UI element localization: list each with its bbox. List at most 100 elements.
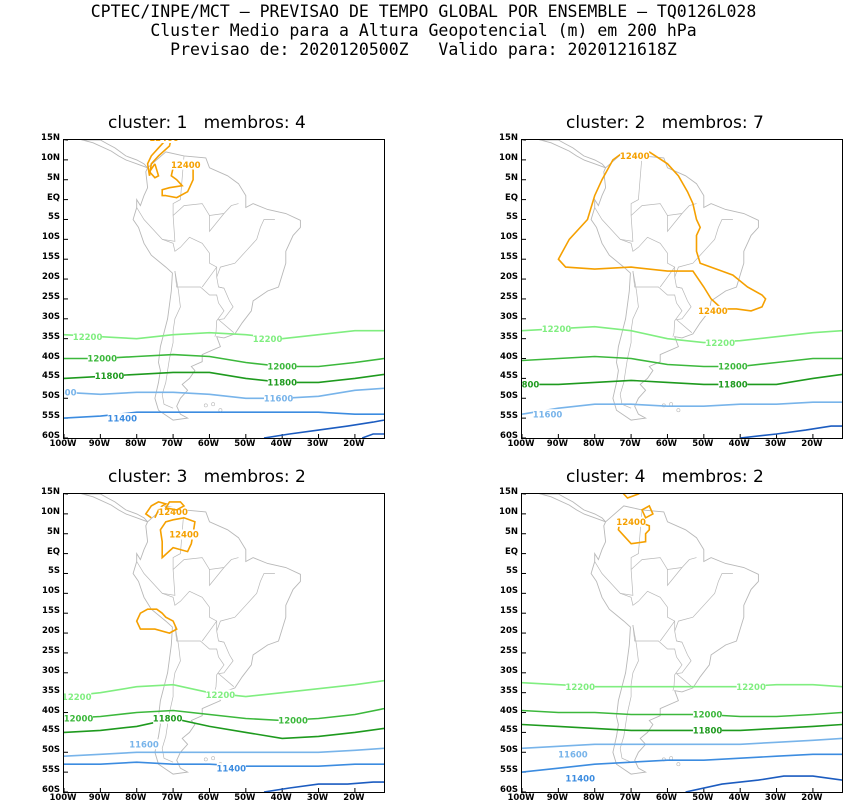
lat-tick-label: 10S [500, 586, 518, 597]
contour-label-12000: 12000 [278, 717, 308, 727]
map-panel-cluster-2: 12400 12400 12200 12200 12000 1800 11800 11600 [521, 139, 843, 439]
lat-tick-label: 20S [42, 626, 60, 637]
panel-title-1: cluster: 1 membros: 4 [108, 113, 306, 133]
contour-label-bg [169, 529, 199, 540]
contour-label-bg [149, 140, 179, 143]
lat-tick-label: 40S [500, 705, 518, 716]
contour-label-12200: 12200 [64, 693, 92, 703]
lat-tick-label: 25S [42, 645, 60, 656]
contour-label-11800: 1800 [522, 381, 539, 391]
contour-label-bg [87, 353, 117, 364]
contour-label-bg [64, 691, 92, 702]
contour-line-12200 [64, 329, 384, 340]
contour-label-12000: 12000 [87, 355, 117, 365]
lat-tick-label: 30S [42, 311, 60, 322]
country-border [630, 557, 697, 570]
lat-tick-label: 20S [500, 272, 518, 283]
contour-label-bg [698, 305, 728, 316]
contour-label-bg [558, 749, 588, 760]
lat-tick-label: 30S [42, 665, 60, 676]
island [203, 403, 208, 408]
contour-label-bg [253, 333, 283, 344]
lon-tick-label: 70W [619, 439, 641, 449]
contour-label-bg [153, 713, 183, 724]
contour-label-bg [95, 370, 124, 381]
country-border [136, 509, 185, 596]
contour-label-12400: 12400 [698, 307, 728, 317]
contour-line-11600 [522, 737, 842, 750]
country-border [676, 286, 683, 289]
lon-tick-label: 50W [234, 439, 256, 449]
country-border [201, 620, 217, 642]
country-border [594, 509, 643, 596]
contour-label-bg [616, 516, 646, 527]
contour-label-bg [278, 715, 308, 726]
country-border [667, 213, 683, 233]
contour-label-12200: 12200 [542, 325, 572, 335]
lat-tick-label: 55S [42, 765, 60, 776]
lat-tick-label: 10S [42, 232, 60, 243]
contour-line-12400 [640, 504, 654, 519]
country-border [667, 567, 683, 587]
lon-tick-label: 60W [197, 439, 220, 449]
country-border [630, 203, 697, 216]
lat-tick-label: 5S [47, 212, 60, 223]
lat-tick-label: 5N [504, 526, 518, 537]
country-border [620, 236, 693, 333]
contour-label-11400: 11400 [565, 774, 595, 784]
contour-label-bg [718, 361, 748, 372]
country-border [216, 219, 275, 278]
contour-label-11600: 11600 [264, 395, 294, 405]
contour-label-bg [542, 323, 571, 334]
lon-tick-label: 40W [270, 793, 292, 803]
contour-line-11200 [263, 781, 384, 792]
island [676, 408, 681, 413]
lat-tick-label: 50S [500, 745, 518, 756]
contour-label-12200: 12200 [705, 339, 735, 349]
lat-tick-label: EQ [504, 192, 518, 203]
lon-tick-label: 90W [546, 439, 568, 449]
panel-title-4: cluster: 4 membros: 2 [566, 467, 764, 487]
lat-tick-label: 40S [500, 351, 518, 362]
contour-label-bg [107, 413, 137, 424]
country-border [209, 567, 225, 587]
contour-label-11600: 600 [64, 389, 77, 399]
contour-line-12200 [522, 325, 842, 344]
south-america-coastline [590, 151, 759, 421]
contour-label-12200: 12200 [253, 335, 283, 345]
lat-tick-label: 40S [42, 705, 60, 716]
island [218, 408, 223, 413]
country-border [218, 286, 225, 289]
lon-tick-label: 80W [125, 439, 147, 449]
country-border [218, 640, 225, 643]
contour-line-11600 [64, 747, 384, 757]
lon-tick-label: 80W [125, 793, 147, 803]
country-border [172, 203, 239, 216]
central-america-coastline [64, 140, 148, 169]
lat-tick-label: 15S [500, 606, 518, 617]
lat-tick-label: 5N [46, 172, 60, 183]
lon-tick-label: 70W [619, 793, 641, 803]
contour-label-11600: 11600 [533, 410, 563, 420]
lat-tick-label: 45S [42, 725, 60, 736]
lat-tick-label: 10S [42, 586, 60, 597]
lon-tick-label: 70W [161, 793, 183, 803]
contour-label-bg [705, 337, 735, 348]
south-america-coastline [132, 505, 301, 775]
contour-label-12400: 12400 [616, 518, 646, 528]
lat-tick-label: 30S [500, 665, 518, 676]
lat-tick-label: 35S [42, 331, 60, 342]
contour-label-11600: 11600 [558, 751, 588, 761]
lat-tick-label: 60S [42, 785, 60, 795]
lat-tick-label: 35S [500, 331, 518, 342]
contour-label-bg [522, 379, 540, 390]
lat-tick-label: 5N [46, 526, 60, 537]
island [669, 402, 674, 407]
map-panel-cluster-4: 12400 12200 12200 12000 11800 11600 11400 [521, 493, 843, 793]
lat-tick-label: 15N [41, 487, 60, 497]
contour-label-12400: 12400 [169, 531, 199, 541]
contour-line-12400 [135, 608, 178, 634]
country-border [201, 266, 217, 288]
lon-tick-label: 50W [692, 439, 714, 449]
map-canvas: 12400 12400 12200 12200 12000 12000 11800 11600… [64, 494, 384, 792]
